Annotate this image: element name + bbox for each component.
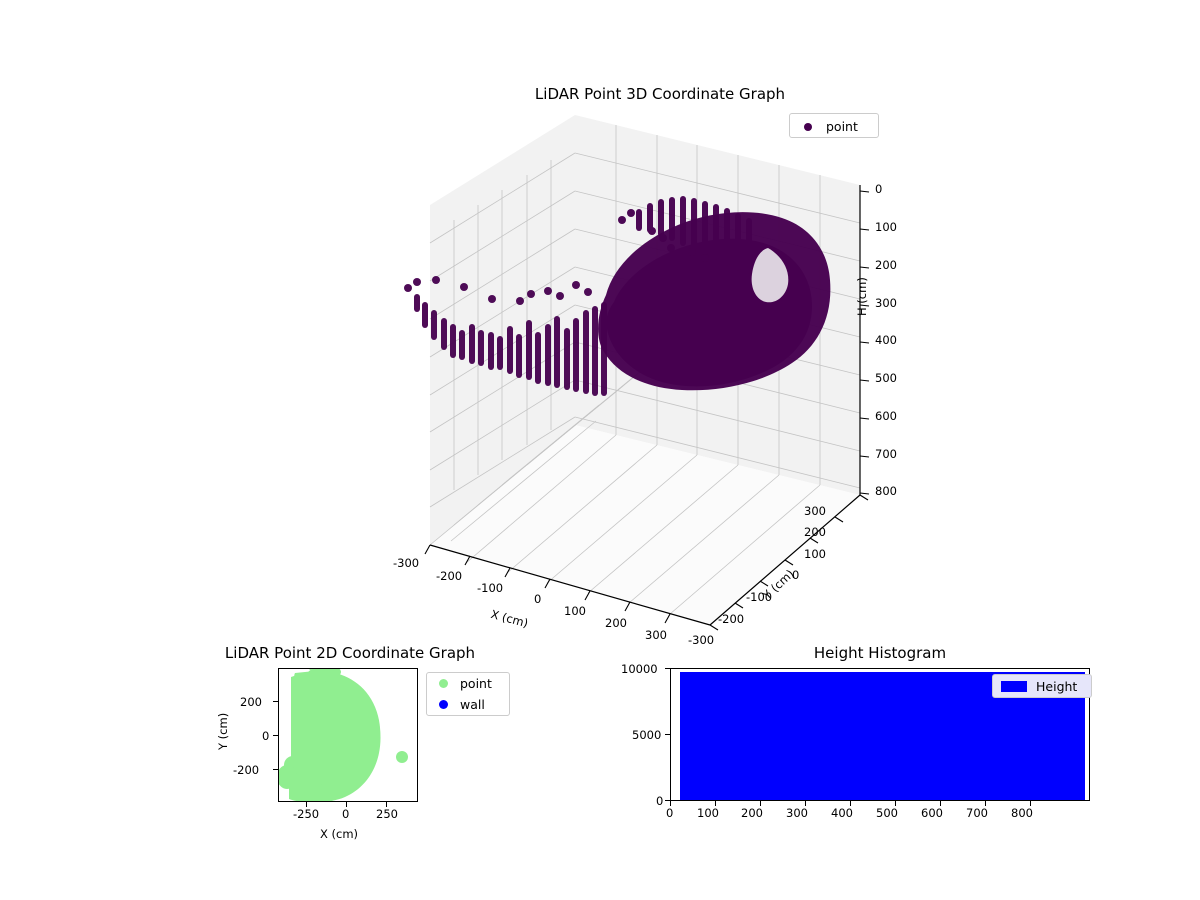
xhist-tickmark-600: [940, 801, 941, 806]
z-tick-500: 500: [875, 371, 897, 385]
x2d-tickmark-0: [346, 802, 347, 807]
x-axis-ticks: [424, 544, 671, 624]
yhist-tick-10000: 10000: [621, 662, 658, 676]
y2d-tickmark--200: [273, 769, 278, 770]
pane-left: [430, 115, 575, 545]
y2d-tick--200: -200: [233, 763, 260, 777]
yhist-tickmark-5000: [665, 734, 670, 735]
xhist-tickmark-300: [805, 801, 806, 806]
legend-entry-wall[interactable]: wall: [427, 694, 509, 715]
legend-label-point: point: [826, 119, 858, 134]
xhist-tick-500: 500: [876, 806, 898, 820]
y-tick--300: -300: [688, 633, 715, 647]
xhist-tick-800: 800: [1011, 806, 1033, 820]
legend-label-height: Height: [1036, 678, 1078, 694]
y-tick-100: 100: [804, 547, 826, 561]
legend-label-point: point: [460, 676, 492, 691]
height-histogram-plot[interactable]: [670, 668, 1090, 801]
x2d-tickmark--250: [306, 802, 307, 807]
y2d-tick-0: 0: [262, 729, 270, 743]
yhist-tick-0: 0: [656, 794, 664, 808]
z-tick-0: 0: [875, 182, 883, 196]
height-histogram-legend[interactable]: Height: [992, 674, 1092, 698]
y-tick--100: -100: [746, 590, 773, 604]
y-tick-300: 300: [804, 504, 826, 518]
legend-entry-point[interactable]: point: [796, 114, 872, 139]
lidar-3d-legend[interactable]: point: [789, 113, 879, 138]
lidar-2d-title: LiDAR Point 2D Coordinate Graph: [224, 644, 476, 662]
y-tick--200: -200: [718, 612, 745, 626]
xhist-tick-600: 600: [921, 806, 943, 820]
point-marker-icon: [439, 679, 448, 688]
xhist-tick-300: 300: [786, 806, 808, 820]
xhist-tick-400: 400: [831, 806, 853, 820]
xhist-tick-100: 100: [697, 806, 719, 820]
xhist-tickmark-800: [1030, 801, 1031, 806]
x-tick-100: 100: [564, 604, 586, 618]
lidar-3d-axes: LiDAR Point 3D Coordinate Graph: [393, 80, 920, 660]
xhist-tick-700: 700: [966, 806, 988, 820]
lidar-2d-legend[interactable]: point wall: [426, 672, 510, 716]
xhist-tick-0: 0: [666, 806, 674, 820]
z-tick-600: 600: [875, 409, 897, 423]
y-axis-ticks: [709, 494, 869, 631]
lidar-2d-plot[interactable]: [278, 668, 418, 802]
xhist-tickmark-100: [715, 801, 716, 806]
y-tick-0: 0: [792, 568, 800, 582]
z-axis-ticks: [859, 190, 870, 495]
legend-label-wall: wall: [460, 697, 485, 712]
yhist-tickmark-10000: [665, 668, 670, 669]
xhist-tickmark-200: [760, 801, 761, 806]
point-cloud-2d: [279, 669, 408, 801]
z-axis-label: H (cm): [855, 277, 869, 316]
point-cloud-3d: [404, 196, 831, 396]
x-tick--100: -100: [477, 581, 504, 595]
x-tick-200: 200: [605, 616, 627, 630]
x-tick-300: 300: [645, 628, 667, 642]
y2d-tickmark-200: [273, 701, 278, 702]
pane-floor: [430, 425, 860, 625]
yhist-tick-5000: 5000: [632, 728, 662, 742]
lidar-2d-axes: LiDAR Point 2D Coordinate Graph: [180, 640, 540, 870]
z-tick-100: 100: [875, 220, 897, 234]
xhist-tickmark-400: [850, 801, 851, 806]
x2d-axis-label: X (cm): [320, 827, 359, 841]
legend-entry-height[interactable]: Height: [993, 675, 1091, 697]
legend-entry-point[interactable]: point: [427, 673, 509, 694]
y-tick-200: 200: [804, 525, 826, 539]
x2d-tick-0: 0: [342, 807, 350, 821]
point-marker-icon: [804, 122, 812, 131]
x2d-tick-250: 250: [376, 807, 398, 821]
z-tick-700: 700: [875, 447, 897, 461]
height-histogram-axes: Height Histogram 10000 5000 0 0 100 200 …: [600, 640, 1120, 870]
x-tick--300: -300: [393, 556, 420, 570]
z-tick-300: 300: [875, 296, 897, 310]
xhist-tickmark-500: [895, 801, 896, 806]
y2d-axis-label: Y (cm): [216, 712, 230, 750]
height-histogram-title: Height Histogram: [813, 644, 947, 662]
wall-marker-icon: [439, 700, 448, 709]
xhist-tickmark-0: [670, 801, 671, 806]
z-tick-200: 200: [875, 258, 897, 272]
x2d-tickmark-250: [386, 802, 387, 807]
y2d-tickmark-0: [273, 735, 278, 736]
x-tick--200: -200: [436, 569, 463, 583]
yhist-tickmark-0: [665, 800, 670, 801]
lidar-3d-title: LiDAR Point 3D Coordinate Graph: [534, 85, 786, 103]
lidar-3d-plot: [404, 115, 870, 631]
height-patch-icon: [1001, 680, 1027, 692]
y2d-tick-200: 200: [240, 695, 262, 709]
z-tick-800: 800: [875, 484, 897, 498]
z-tick-400: 400: [875, 333, 897, 347]
x-tick-0: 0: [534, 592, 542, 606]
xhist-tick-200: 200: [741, 806, 763, 820]
x2d-tick--250: -250: [293, 807, 320, 821]
xhist-tickmark-700: [985, 801, 986, 806]
